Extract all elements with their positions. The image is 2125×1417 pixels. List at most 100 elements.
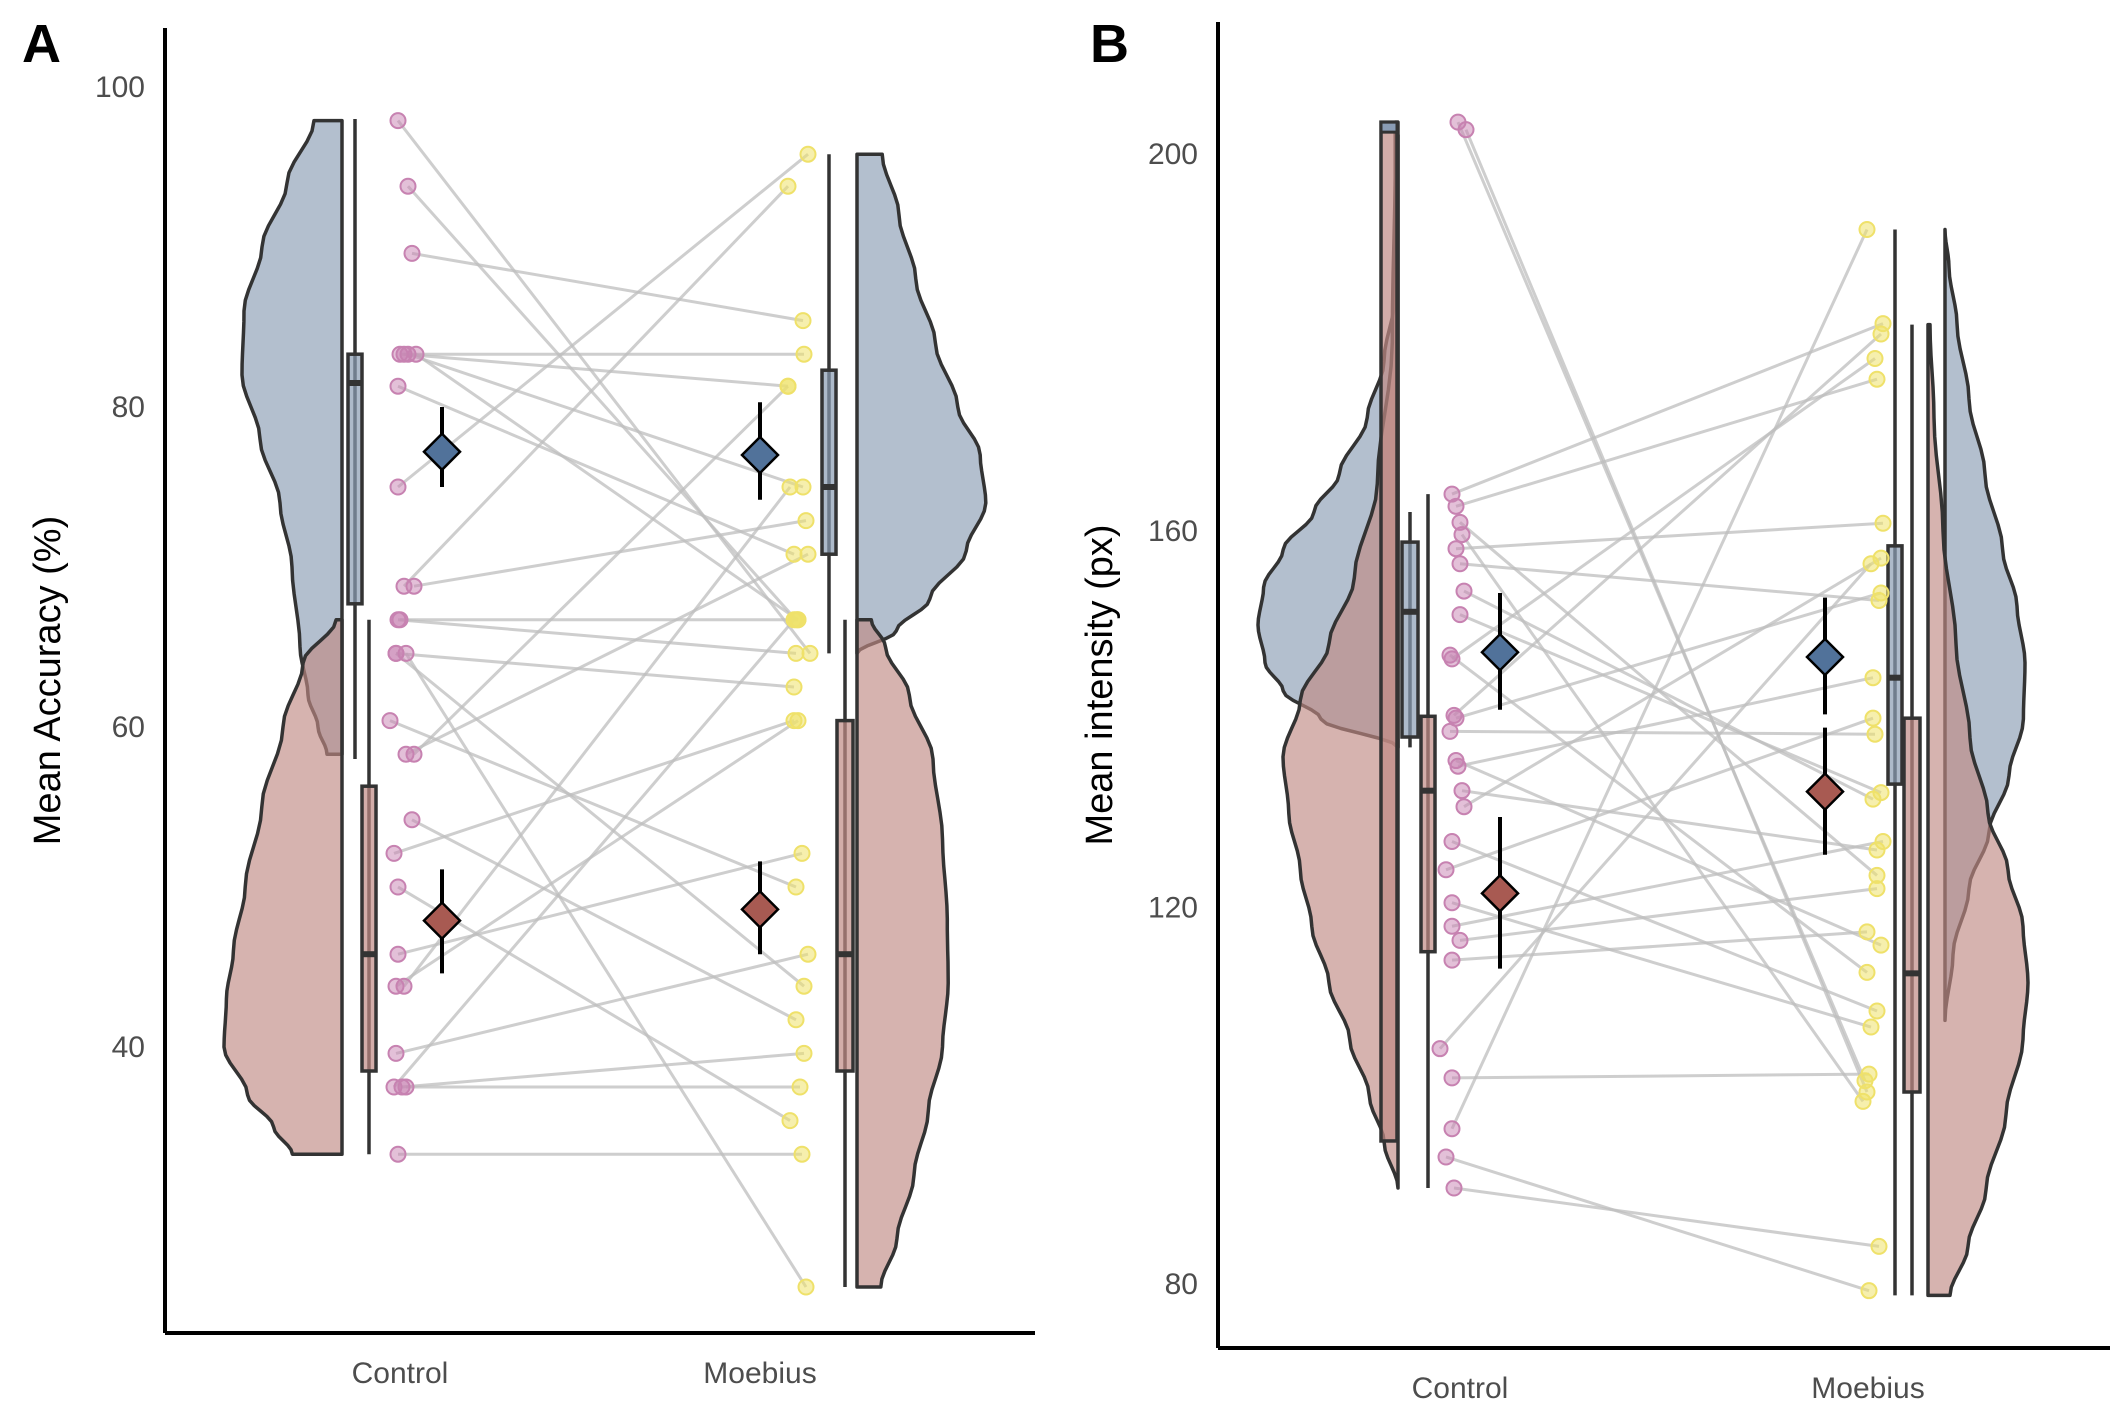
moebius-point: [1872, 936, 1890, 954]
moebius-point: [1860, 1282, 1878, 1300]
y-tick-label: 80: [1165, 1268, 1198, 1301]
pair-line: [1450, 228, 1869, 1130]
boxplot-blue-control-cap: [1379, 120, 1399, 134]
control-point: [1443, 951, 1461, 969]
moebius-point: [1854, 1092, 1872, 1110]
pair-line: [1461, 789, 1878, 852]
x-tick-label: Control: [352, 1357, 449, 1390]
density-red-control: [222, 618, 344, 1156]
control-point: [381, 712, 399, 730]
mean-marker-blue-control: [422, 432, 462, 472]
pair-line: [1438, 562, 1873, 1050]
pair-line: [404, 652, 808, 1288]
y-tick-label: 200: [1148, 138, 1198, 171]
pair-line: [411, 251, 804, 323]
pair-line: [393, 719, 795, 855]
control-point: [387, 1044, 405, 1062]
control-point: [1449, 757, 1467, 775]
pair-line: [1464, 129, 1869, 1093]
moebius-point: [781, 478, 799, 496]
moebius-point: [794, 312, 812, 330]
pair-line: [1457, 676, 1874, 768]
pair-line: [413, 519, 807, 588]
moebius-point: [1874, 833, 1892, 851]
moebius-point: [1866, 725, 1884, 743]
control-point: [1443, 917, 1461, 935]
pair-line: [415, 352, 799, 622]
control-point: [395, 977, 413, 995]
pair-line: [412, 385, 790, 756]
y-axis-title: Mean Accuracy (%): [27, 516, 69, 845]
moebius-point: [799, 945, 817, 963]
y-axis-title: Mean intensity (px): [1079, 524, 1121, 845]
control-point: [1443, 1069, 1461, 1087]
panel-a: A 40 60 80 100 Control Moebius Mean Accuracy (%…: [22, 14, 1035, 1390]
moebius-point: [795, 1044, 813, 1062]
pair-line: [1459, 521, 1878, 877]
moebius-point: [1858, 963, 1876, 981]
boxplot-red-moebius: [835, 718, 855, 1073]
control-point: [389, 112, 407, 130]
control-point: [1457, 121, 1475, 139]
pair-line: [1463, 589, 1874, 801]
pair-line: [395, 952, 809, 1055]
y-tick-label: 100: [95, 71, 145, 104]
moebius-point: [781, 1112, 799, 1130]
moebius-point: [1858, 923, 1876, 941]
control-point: [1451, 606, 1469, 624]
pair-line: [396, 119, 812, 655]
moebius-point: [1864, 669, 1882, 687]
moebius-point: [1860, 1065, 1878, 1083]
control-point: [405, 577, 423, 595]
y-tick-label: 120: [1148, 891, 1198, 924]
control-point: [1443, 894, 1461, 912]
pair-line: [1451, 1072, 1870, 1080]
pair-line: [411, 818, 797, 1022]
moebius-point: [785, 611, 803, 629]
boxplot-red-control: [1419, 714, 1437, 954]
pair-line: [1463, 556, 1882, 808]
pair-line: [392, 618, 796, 1088]
pair-line: [1455, 521, 1884, 551]
panel-letter: A: [22, 14, 61, 74]
boxplot-blue-moebius: [820, 368, 838, 556]
control-point: [1453, 526, 1471, 544]
pair-line: [1459, 613, 1882, 794]
moebius-point: [779, 377, 797, 395]
moebius-point: [1872, 325, 1890, 343]
moebius-point: [779, 177, 797, 195]
moebius-point: [1868, 1002, 1886, 1020]
pair-line: [395, 719, 799, 988]
control-point: [1443, 833, 1461, 851]
control-point: [1451, 931, 1469, 949]
moebius-point: [785, 678, 803, 696]
moebius-point: [787, 644, 805, 662]
y-tick-label: 40: [112, 1031, 145, 1064]
pair-line: [1459, 562, 1880, 602]
pair-line: [1451, 840, 1878, 1013]
pair-line: [1449, 729, 1876, 736]
y-tick-label: 160: [1148, 515, 1198, 548]
moebius-point: [799, 545, 817, 563]
moebius-point: [1864, 709, 1882, 727]
boxplot-red-moebius: [1902, 716, 1922, 1094]
pair-line: [397, 384, 795, 556]
pair-line: [1451, 840, 1884, 928]
x-tick-label: Moebius: [1811, 1372, 1924, 1405]
control-point: [1447, 497, 1465, 515]
control-point: [1443, 650, 1461, 668]
moebius-point: [787, 878, 805, 896]
pair-line: [1453, 1186, 1880, 1248]
control-point: [1447, 540, 1465, 558]
pair-line: [1451, 357, 1876, 661]
control-point: [1437, 861, 1455, 879]
pair-line: [397, 851, 803, 956]
control-point: [403, 811, 421, 829]
moebius-point: [795, 977, 813, 995]
control-point: [1455, 798, 1473, 816]
mean-marker-red-control: [422, 900, 462, 941]
pair-line: [395, 651, 795, 689]
density-red-moebius: [1926, 322, 2030, 1298]
x-tick-label: Control: [1412, 1372, 1509, 1405]
